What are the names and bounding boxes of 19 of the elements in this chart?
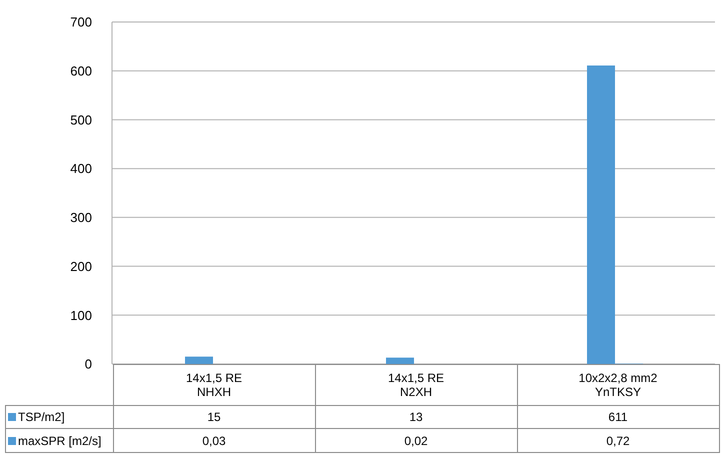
y-tick-label: 300 bbox=[70, 210, 92, 226]
y-tick-label: 600 bbox=[70, 63, 92, 78]
data-label: 15 bbox=[113, 406, 315, 428]
x-tick-label: 14x1,5 RE NHXH bbox=[113, 364, 315, 406]
legend-label: TSP/m2] bbox=[6, 406, 113, 428]
x-tick-label: 10x2x2,8 mm2 YnTKSY bbox=[517, 364, 719, 406]
y-tick-label: 0 bbox=[84, 356, 92, 372]
data-label: 611 bbox=[517, 406, 719, 428]
x-tick-label: 14x1,5 RE N2XH bbox=[315, 364, 517, 406]
legend-label: maxSPR [m2/s] bbox=[6, 428, 113, 452]
data-label: 0,03 bbox=[113, 428, 315, 452]
y-tick-label: 100 bbox=[70, 308, 92, 323]
data-label: 0,02 bbox=[315, 428, 517, 452]
y-tick-label: 500 bbox=[70, 112, 92, 128]
y-tick-label: 700 bbox=[70, 14, 92, 30]
data-label: 0,72 bbox=[517, 428, 719, 452]
data-label: 13 bbox=[315, 406, 517, 428]
y-tick-label: 400 bbox=[70, 161, 92, 176]
y-tick-label: 200 bbox=[70, 258, 92, 274]
